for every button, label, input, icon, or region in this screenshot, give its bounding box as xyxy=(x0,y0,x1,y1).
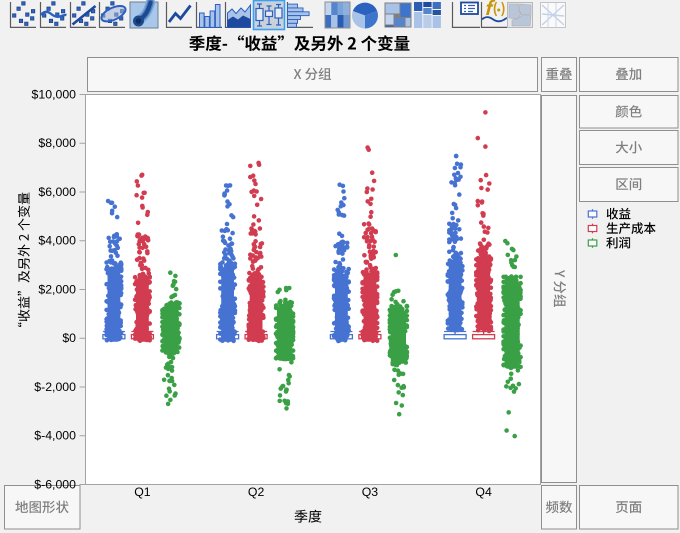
svg-text:Q4: Q4 xyxy=(475,485,492,499)
svg-text:$-2,000: $-2,000 xyxy=(34,380,76,394)
svg-text:Q1: Q1 xyxy=(134,485,151,499)
svg-text:$0: $0 xyxy=(62,331,76,345)
svg-text:$-6,000: $-6,000 xyxy=(34,477,76,491)
svg-text:$6,000: $6,000 xyxy=(38,185,76,199)
svg-text:Q3: Q3 xyxy=(362,485,379,499)
svg-text:Q2: Q2 xyxy=(248,485,265,499)
svg-text:$-4,000: $-4,000 xyxy=(34,429,76,443)
svg-text:$2,000: $2,000 xyxy=(38,282,76,296)
svg-text:$4,000: $4,000 xyxy=(38,234,76,248)
svg-text:$10,000: $10,000 xyxy=(32,87,77,101)
svg-text:$8,000: $8,000 xyxy=(38,136,76,150)
